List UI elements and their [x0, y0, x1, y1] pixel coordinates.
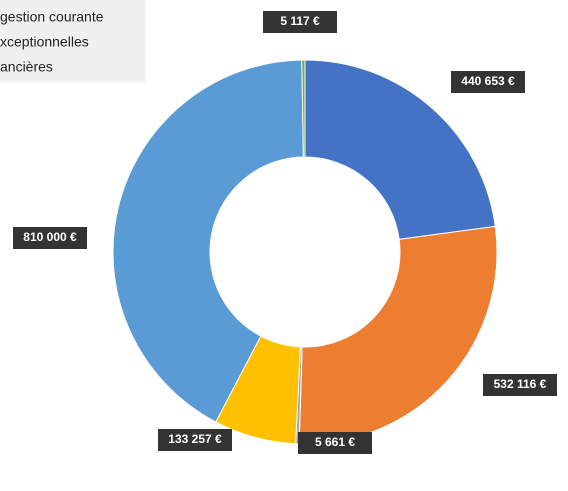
slice — [112, 59, 304, 423]
value-label: 440 653 € — [461, 74, 515, 88]
legend-box — [0, 0, 145, 82]
value-label-box — [451, 71, 525, 93]
value-label: 5 117 € — [280, 14, 320, 28]
legend-label: gestion courante — [0, 9, 104, 25]
value-label-box — [298, 432, 372, 454]
value-label: 133 257 € — [168, 432, 222, 446]
value-label-box — [483, 374, 557, 396]
legend-label: ancières — [0, 59, 53, 75]
value-label-box — [13, 227, 87, 249]
value-label: 810 000 € — [23, 230, 77, 244]
value-label: 532 116 € — [494, 377, 547, 391]
slice — [304, 59, 496, 240]
value-label-box — [158, 429, 232, 451]
value-label: 5 661 € — [315, 435, 355, 449]
legend-label: xceptionnelles — [0, 34, 89, 50]
value-label-box — [263, 11, 337, 33]
slice — [301, 59, 306, 158]
slice — [298, 225, 498, 445]
